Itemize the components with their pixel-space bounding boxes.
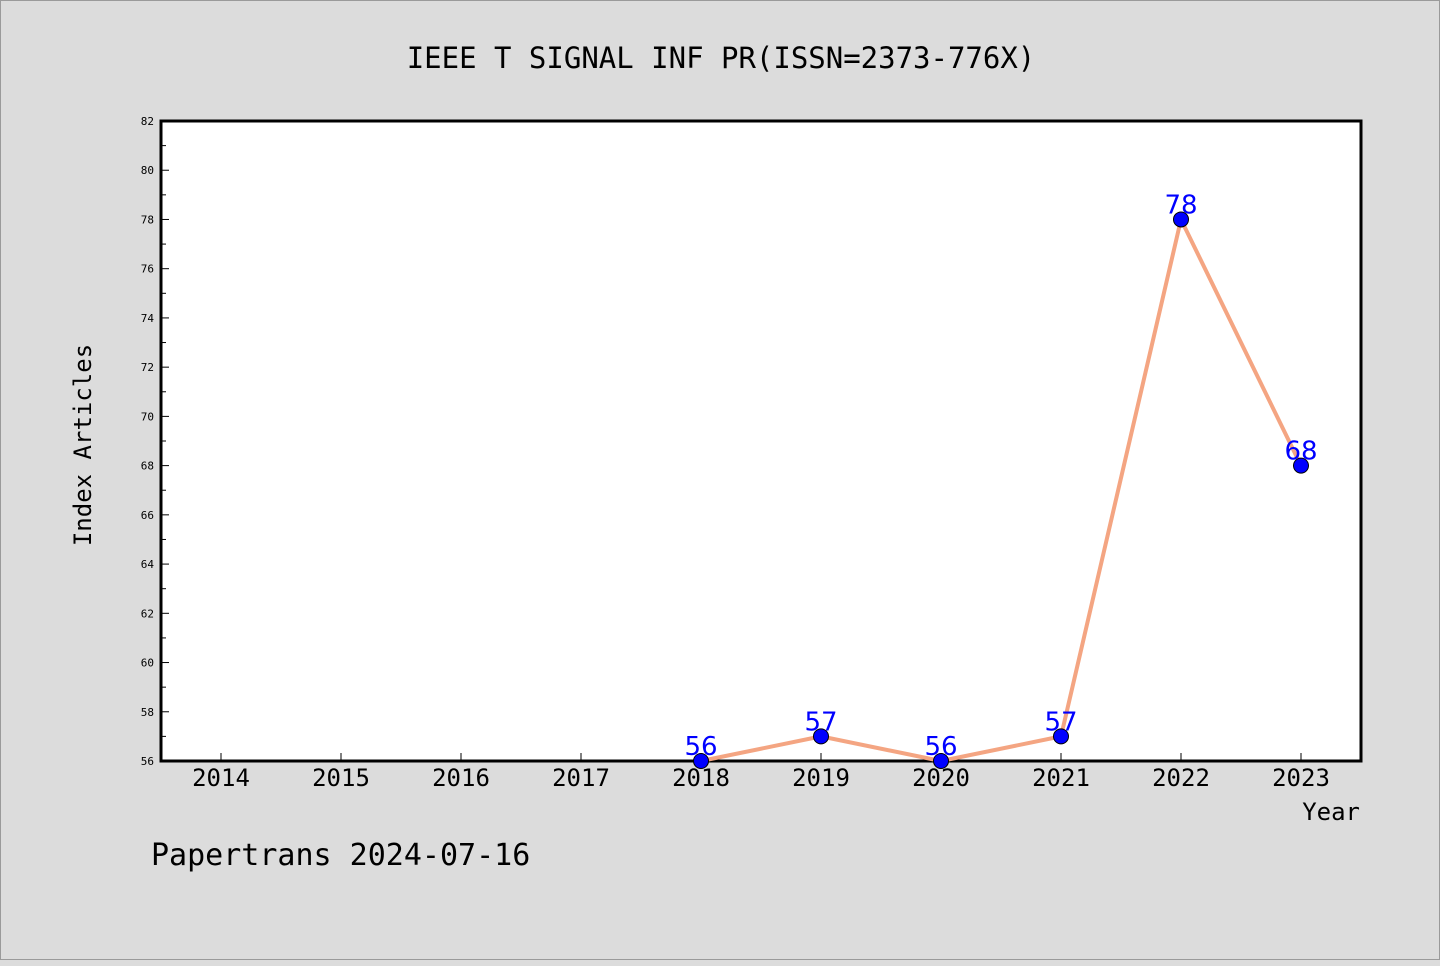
series-line: [700, 217, 1303, 763]
y-axis-label: Index Articles: [69, 344, 97, 546]
plot-area: [159, 119, 1363, 763]
series-layer: 56 57 56 57 78 68: [684, 190, 1318, 769]
data-label: 57: [804, 707, 837, 737]
y-tick-label: 78: [141, 213, 154, 226]
y-tick-label: 74: [141, 312, 155, 325]
y-tick-label: 56: [141, 755, 154, 768]
y-tick-label: 66: [141, 509, 154, 522]
y-tick-label: 58: [141, 706, 154, 719]
y-tick-label: 76: [141, 263, 154, 276]
x-tick-label: 2022: [1152, 764, 1210, 792]
data-label: 56: [924, 732, 957, 762]
x-tick-label: 2019: [792, 764, 850, 792]
data-point: [693, 753, 709, 769]
y-tick-label: 72: [141, 361, 154, 374]
x-tick-label: 2016: [432, 764, 490, 792]
data-point: [933, 753, 949, 769]
footer-text: Papertrans 2024-07-16: [151, 838, 530, 873]
data-point: [1293, 457, 1309, 474]
data-label: 78: [1164, 190, 1197, 220]
data-label: 68: [1284, 437, 1317, 467]
y-axis: 56 58 60 62 64 66 68 70 72 74 76 78 80 82: [141, 115, 169, 768]
y-tick-label: 68: [141, 460, 154, 473]
x-tick-label: 2017: [552, 764, 610, 792]
y-tick-label: 82: [141, 115, 154, 128]
y-tick-label: 60: [141, 657, 154, 670]
data-point: [813, 728, 829, 745]
x-tick-label: 2023: [1272, 764, 1330, 792]
x-axis: 2014 2015 2016 2017 2018 2019 2020 2021 2022 2023: [192, 753, 1330, 792]
x-tick-label: 2014: [192, 764, 250, 792]
x-tick-label: 2021: [1032, 764, 1090, 792]
data-label: 57: [1044, 707, 1077, 737]
data-label: 56: [684, 732, 717, 762]
y-tick-label: 70: [141, 410, 154, 423]
x-tick-label: 2015: [312, 764, 370, 792]
data-point: [1173, 211, 1189, 228]
y-tick-label: 80: [141, 164, 154, 177]
y-tick-label: 62: [141, 607, 154, 620]
chart-title: IEEE T SIGNAL INF PR(ISSN=2373-776X): [407, 41, 1036, 75]
y-tick-label: 64: [141, 558, 155, 571]
x-axis-label: Year: [1302, 798, 1360, 826]
data-point: [1053, 728, 1069, 745]
